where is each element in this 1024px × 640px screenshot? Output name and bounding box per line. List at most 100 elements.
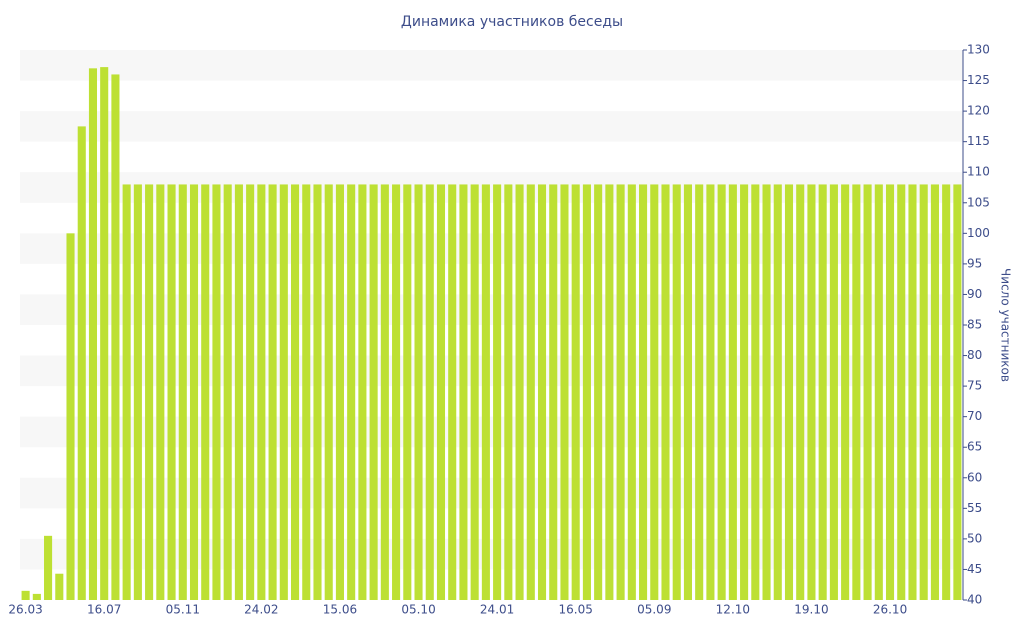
bar xyxy=(953,184,962,600)
x-tick-label: 19.10 xyxy=(794,603,828,617)
y-tick-label: 95 xyxy=(967,256,982,270)
bar xyxy=(380,184,389,600)
bar xyxy=(504,184,513,600)
y-tick-label: 120 xyxy=(967,104,990,118)
bar xyxy=(515,184,524,600)
y-tick-label: 130 xyxy=(967,43,990,57)
bar xyxy=(302,184,311,600)
bar xyxy=(145,184,154,600)
bar xyxy=(21,590,30,600)
grid-band xyxy=(20,416,963,448)
grid-band xyxy=(20,233,963,264)
y-tick-label: 100 xyxy=(967,226,990,240)
y-tick-label: 90 xyxy=(967,287,982,301)
bar xyxy=(234,184,243,600)
y-tick-label: 110 xyxy=(967,165,990,179)
grid-band xyxy=(20,172,963,203)
y-tick-label: 70 xyxy=(967,409,982,423)
bar xyxy=(392,184,401,600)
y-tick-label: 125 xyxy=(967,73,990,87)
bar xyxy=(133,184,142,600)
bar xyxy=(650,184,659,600)
bar xyxy=(448,184,457,600)
grid-band xyxy=(20,477,963,509)
bar xyxy=(88,68,98,601)
x-tick-label: 24.02 xyxy=(244,603,278,617)
bar xyxy=(695,184,704,600)
bar xyxy=(257,184,266,600)
bar xyxy=(324,184,333,600)
bar xyxy=(268,184,277,600)
bar xyxy=(459,184,468,600)
bar xyxy=(672,184,681,600)
y-tick-label: 75 xyxy=(967,379,982,393)
bar xyxy=(852,184,861,600)
bar xyxy=(335,184,344,600)
bar xyxy=(526,184,535,600)
bar xyxy=(605,184,614,600)
x-tick-label: 16.07 xyxy=(87,603,121,617)
y-tick-label: 115 xyxy=(967,134,990,148)
y-axis-title: Число участников xyxy=(999,268,1013,382)
grid-band xyxy=(20,50,963,81)
bar xyxy=(77,126,86,600)
y-tick-label: 50 xyxy=(967,531,982,545)
bar xyxy=(189,184,199,600)
x-tick-label: 12.10 xyxy=(716,603,750,617)
bar xyxy=(773,184,782,600)
bar xyxy=(111,74,120,600)
bar xyxy=(841,184,850,600)
grid-band xyxy=(20,355,963,387)
y-tick-label: 45 xyxy=(967,562,982,576)
x-tick-label: 24.01 xyxy=(480,603,514,617)
bar xyxy=(66,233,75,601)
bar xyxy=(44,535,53,600)
y-tick-label: 80 xyxy=(967,348,982,362)
bar xyxy=(347,184,356,600)
bar xyxy=(942,184,951,600)
y-tick-label: 55 xyxy=(967,501,982,515)
bar xyxy=(829,184,838,600)
bar xyxy=(807,184,816,600)
bar xyxy=(818,184,827,600)
bar xyxy=(908,184,917,600)
bar xyxy=(784,184,794,600)
chart-title: Динамика участников беседы xyxy=(401,14,623,30)
bar xyxy=(874,184,883,600)
bar xyxy=(167,184,176,600)
bar xyxy=(728,184,737,600)
grid-band xyxy=(20,111,963,142)
bar xyxy=(930,184,939,600)
bar xyxy=(481,184,490,600)
bar xyxy=(683,184,692,600)
bar xyxy=(403,184,412,600)
bar xyxy=(717,184,726,600)
bar xyxy=(122,184,131,600)
bar xyxy=(919,184,928,600)
y-tick-label: 105 xyxy=(967,195,990,209)
y-tick-label: 40 xyxy=(967,593,982,607)
bar xyxy=(549,184,558,600)
bar xyxy=(313,184,322,600)
x-tick-label: 05.11 xyxy=(166,603,200,617)
bar xyxy=(560,184,569,600)
y-tick-label: 65 xyxy=(967,440,982,454)
bar xyxy=(897,184,906,600)
x-tick-label: 26.03 xyxy=(8,603,42,617)
bar xyxy=(537,184,547,600)
grid-band xyxy=(20,294,963,325)
bar xyxy=(291,184,300,600)
bar xyxy=(279,184,288,600)
bar xyxy=(223,184,232,600)
bar xyxy=(661,184,670,600)
bar xyxy=(616,184,625,600)
bar xyxy=(885,184,895,600)
bar xyxy=(751,184,760,600)
bar xyxy=(706,184,715,600)
bar xyxy=(156,184,165,600)
x-tick-label: 05.09 xyxy=(637,603,671,617)
bar xyxy=(100,67,109,601)
bar xyxy=(582,184,591,600)
bar xyxy=(425,184,434,600)
